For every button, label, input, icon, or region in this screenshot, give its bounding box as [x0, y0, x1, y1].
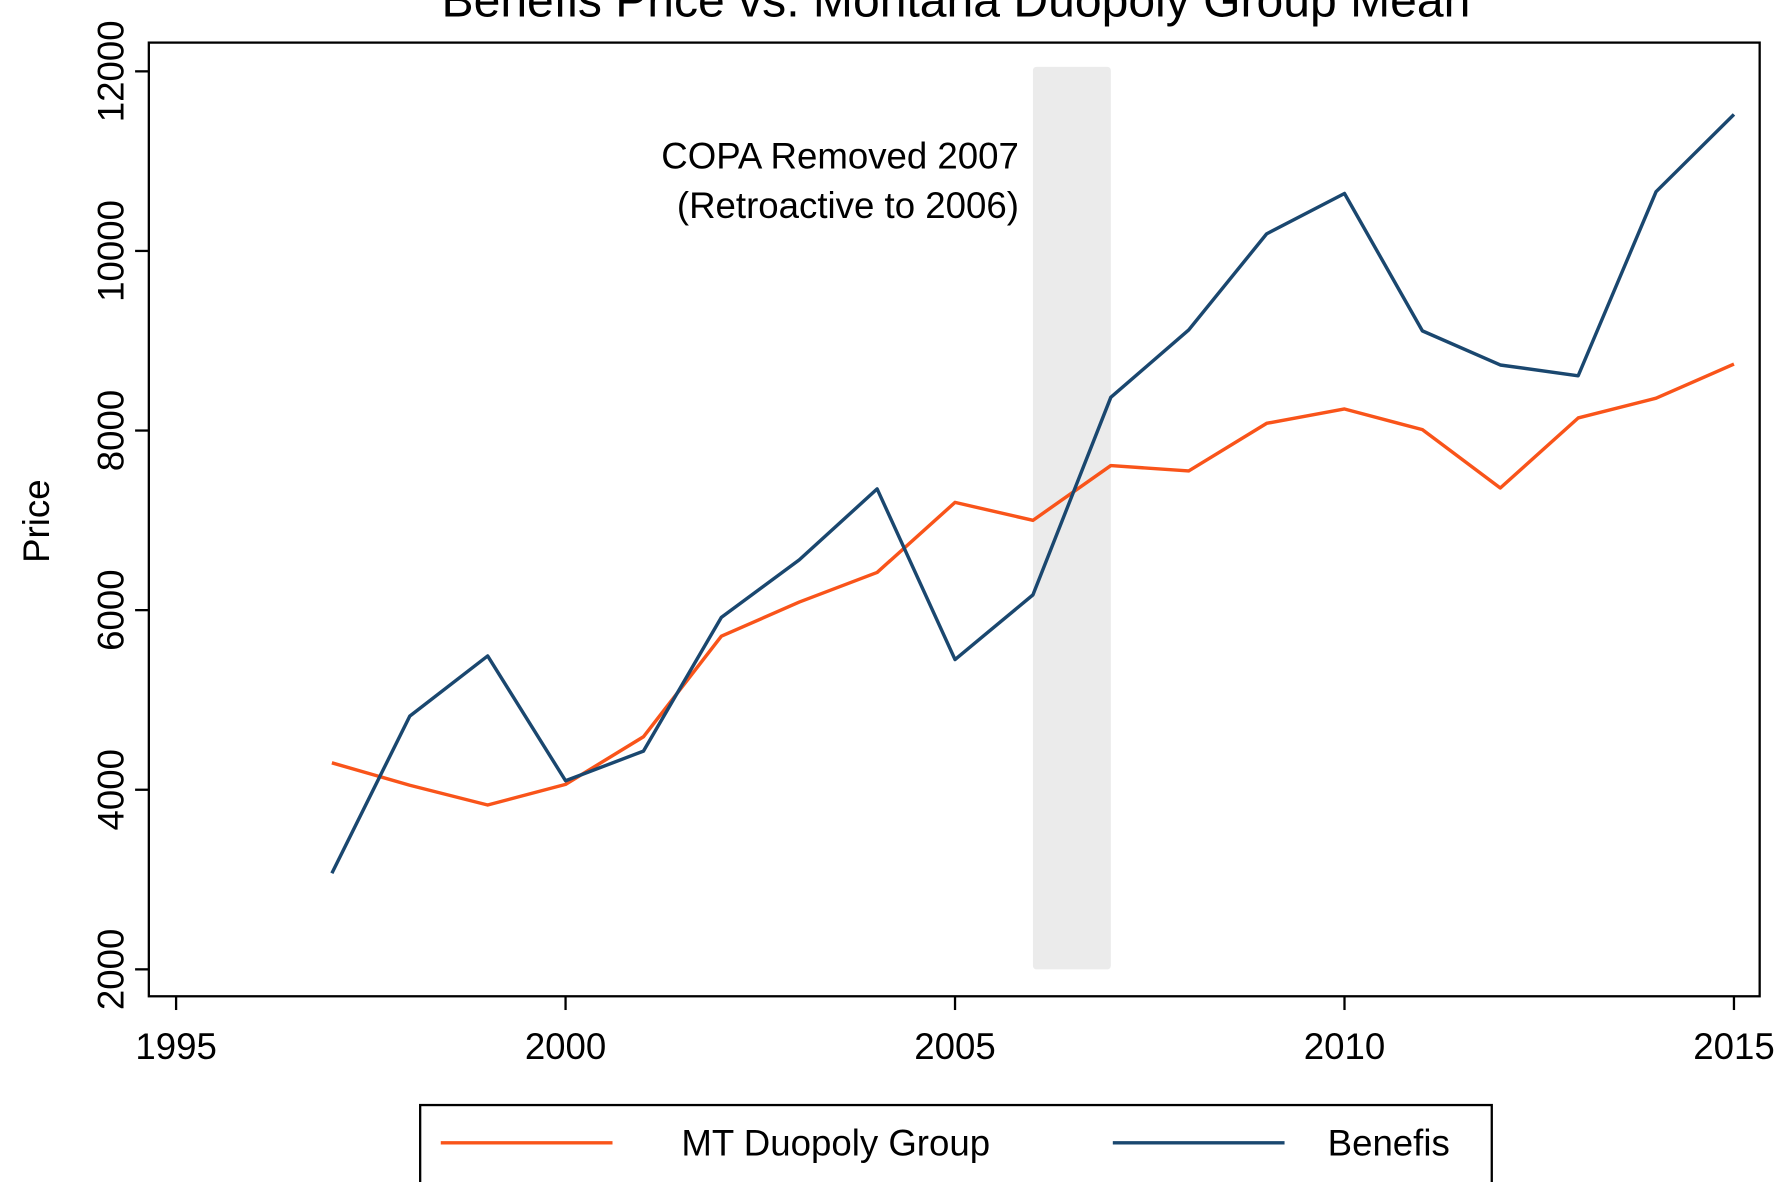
y-tick-label: 8000 — [91, 390, 132, 471]
x-tick-label: 2005 — [914, 1026, 995, 1067]
annotation: (Retroactive to 2006) — [677, 185, 1019, 226]
series-line — [330, 113, 1736, 875]
shaded-region — [1032, 66, 1111, 970]
y-tick-label: 12000 — [91, 20, 132, 122]
x-tick-label: 2015 — [1693, 1026, 1774, 1067]
y-tick-label: 2000 — [91, 929, 132, 1010]
legend-label: Benefis — [1328, 1122, 1450, 1163]
x-tick-label: 2000 — [525, 1026, 606, 1067]
x-tick-label: 2010 — [1304, 1026, 1385, 1067]
legend-label: MT Duopoly Group — [681, 1122, 990, 1163]
chart-title: Benefis Price vs. Montana Duopoly Group … — [442, 0, 1471, 27]
annotation: COPA Removed 2007 — [661, 136, 1019, 177]
series-line — [331, 362, 1735, 807]
y-tick-label: 6000 — [91, 569, 132, 650]
y-axis-label: Price — [16, 479, 57, 562]
x-tick-label: 1995 — [135, 1026, 216, 1067]
y-tick-label: 4000 — [91, 749, 132, 830]
y-tick-label: 10000 — [91, 200, 132, 302]
